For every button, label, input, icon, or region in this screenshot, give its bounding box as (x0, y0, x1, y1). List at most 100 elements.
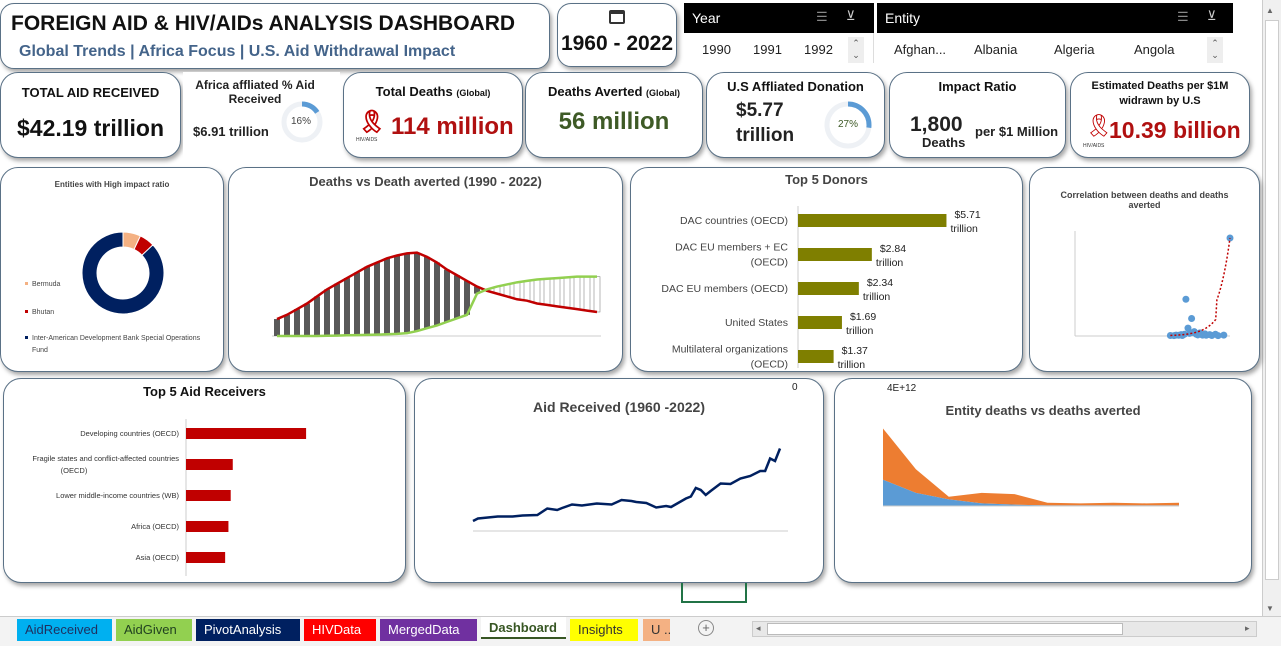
data-point (1214, 332, 1222, 340)
category-label: (OECD) (751, 257, 788, 269)
slicer-item[interactable]: Afghan... (894, 42, 947, 57)
scroll-down-icon[interactable]: ▼ (1266, 604, 1274, 613)
sheet-tab-u[interactable]: U ... (643, 619, 670, 641)
slicer-item[interactable]: Algeria (1054, 42, 1095, 57)
data-point (1220, 331, 1228, 339)
series-line (276, 251, 598, 321)
scroll-up-icon[interactable]: ▲ (1266, 6, 1274, 15)
value-label: $5.71 (954, 209, 980, 221)
slicer-item[interactable]: 1991 (753, 42, 782, 57)
slicer-item[interactable]: 1990 (702, 42, 731, 57)
corner-label: 0 (792, 382, 798, 393)
chart-title: Top 5 Aid Receivers (143, 384, 266, 399)
slicer-scroll-icon[interactable]: ⌃ ⌄ (848, 37, 864, 63)
scroll-thumb[interactable] (767, 623, 1123, 635)
high-low-bar (513, 282, 521, 300)
scroll-thumb[interactable] (1265, 20, 1279, 580)
value-label: trillion (863, 291, 891, 303)
high-low-bar (294, 309, 300, 336)
chart-entity-area: 4E+12 Entity deaths vs deaths averted (834, 378, 1252, 583)
clear-filter-icon[interactable]: ⊻ (846, 8, 856, 23)
hiv-ribbon-icon: 🎗︎ (358, 109, 386, 134)
area-series (883, 428, 1179, 506)
date-range-card: 1960 - 2022 (557, 3, 677, 67)
kpi-africa-aid: Africa affliated % Aid Received $6.91 tr… (183, 72, 340, 158)
high-low-bar (543, 278, 551, 306)
kpi-label: Impact Ratio (938, 79, 1017, 94)
value-label: $1.37 (842, 345, 868, 357)
high-low-bar (304, 303, 310, 336)
data-point (1182, 295, 1190, 303)
sheet-tab-dashboard[interactable]: Dashboard (481, 617, 566, 639)
page-title: FOREIGN AID & HIV/AIDs ANALYSIS DASHBOAR… (11, 12, 516, 35)
year-slicer-header: Year ☰ ⊻ (684, 3, 874, 33)
clear-filter-icon[interactable]: ⊻ (1207, 8, 1217, 23)
horizontal-scrollbar[interactable]: ◂ ▸ (752, 621, 1257, 637)
category-label: Africa (OECD) (131, 522, 179, 531)
high-low-bar (464, 280, 470, 315)
slicer-item[interactable]: Angola (1134, 42, 1175, 57)
kpi-value: $5.77 (736, 100, 784, 121)
chart-title: Top 5 Donors (785, 172, 868, 187)
bar (186, 459, 233, 470)
add-sheet-icon[interactable]: + (698, 620, 714, 636)
category-label: Multilateral organizations (672, 344, 788, 356)
sheet-tab-mergeddata[interactable]: MergedData (380, 619, 477, 641)
multi-select-icon[interactable]: ☰ (816, 9, 828, 24)
value-label: $1.69 (850, 311, 876, 323)
entity-slicer-header: Entity ☰ ⊻ (877, 3, 1233, 33)
entity-slicer[interactable]: Entity ☰ ⊻ Afghan... Albania Algeria Ango… (877, 3, 1233, 63)
scroll-left-icon[interactable]: ◂ (756, 623, 761, 633)
vertical-scrollbar[interactable]: ▲ ▼ (1262, 0, 1281, 618)
scroll-right-icon[interactable]: ▸ (1245, 623, 1250, 633)
africa-progress-ring (281, 101, 323, 143)
category-label: United States (725, 317, 788, 329)
sheet-tab-insights[interactable]: Insights (570, 619, 638, 641)
sheet-tab-pivotanalysis[interactable]: PivotAnalysis (196, 619, 300, 641)
high-low-bar (364, 266, 370, 335)
bar (186, 490, 231, 501)
kpi-per: per $1 Million (975, 124, 1059, 139)
value-label: trillion (838, 359, 866, 371)
high-low-bar (384, 258, 390, 335)
year-slicer[interactable]: Year ☰ ⊻ 1990 1991 1992 ⌃ ⌄ (684, 3, 874, 63)
kpi-impact-ratio: Impact Ratio 1,800 Deaths per $1 Million (889, 72, 1066, 158)
selected-cell[interactable] (681, 583, 747, 603)
sheet-tab-aidgiven[interactable]: AidGiven (116, 619, 192, 641)
legend-label: Inter-American Development Bank Special … (32, 335, 201, 354)
high-low-bar (334, 283, 340, 336)
category-label: Fragile states and conflict-affected cou… (32, 454, 179, 463)
kpi-label: Estimated Deaths per $1M (1091, 80, 1229, 92)
value-label: trillion (876, 257, 904, 269)
category-label: DAC EU members (OECD) (661, 283, 788, 295)
sheet-tab-aidreceived[interactable]: AidReceived (17, 619, 112, 641)
category-label: Developing countries (OECD) (80, 429, 179, 438)
multi-select-icon[interactable]: ☰ (1177, 9, 1189, 24)
calendar-icon (609, 10, 625, 24)
sheet-tab-hivdata[interactable]: HIVData (304, 619, 376, 641)
high-low-bar (573, 276, 581, 310)
slicer-item[interactable]: 1992 (804, 42, 833, 57)
chart-high-impact-donut: Entities with High impact ratio Bermuda B… (0, 167, 224, 372)
chart-title: Deaths vs Death averted (1990 - 2022) (309, 174, 542, 189)
kpi-percent: 27% (838, 119, 859, 130)
legend-marker (25, 336, 28, 339)
high-low-bar (374, 262, 380, 335)
high-low-bar (523, 280, 531, 301)
series-line (472, 448, 782, 523)
kpi-total-aid: TOTAL AID RECEIVED $42.19 trillion (0, 72, 181, 158)
slicer-scroll-icon[interactable]: ⌃ ⌄ (1207, 37, 1223, 63)
kpi-label: TOTAL AID RECEIVED (21, 85, 160, 100)
high-low-bar (474, 286, 480, 294)
kpi-label: U.S Affliated Donation (727, 79, 864, 94)
category-label: Lower middle-income countries (WB) (56, 491, 179, 500)
legend-marker (25, 310, 28, 313)
kpi-unit: Deaths (922, 135, 966, 150)
chart-title: Entities with High impact ratio (54, 180, 170, 189)
data-point (1188, 315, 1196, 322)
kpi-label: widrawn by U.S (1119, 95, 1201, 107)
high-low-bar (324, 289, 330, 336)
high-low-bar (593, 276, 601, 313)
bar (186, 521, 229, 532)
slicer-item[interactable]: Albania (974, 42, 1018, 57)
